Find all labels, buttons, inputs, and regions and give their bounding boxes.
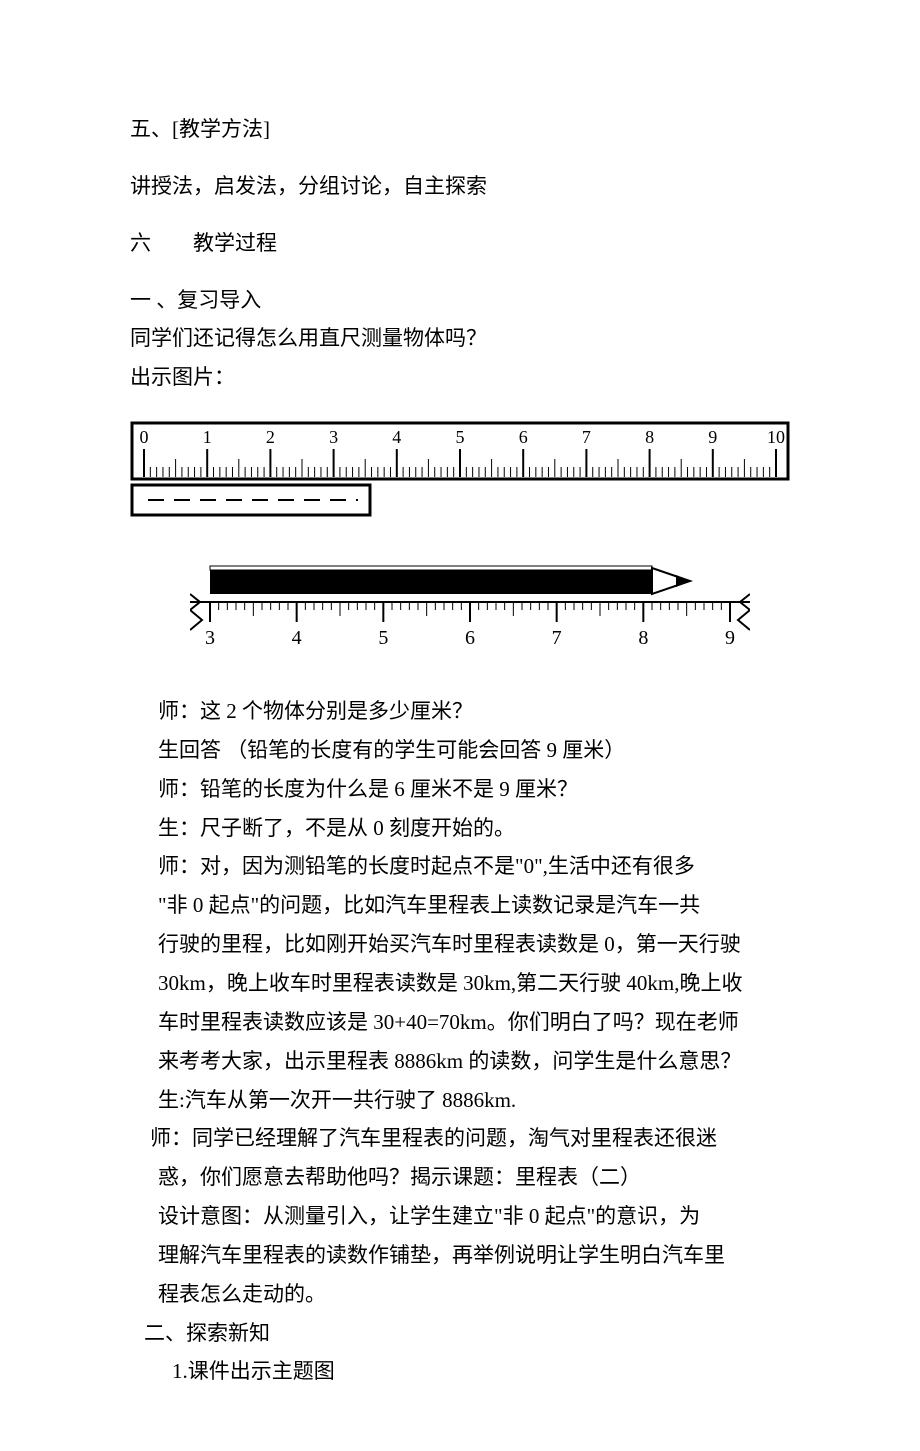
spacer [130, 263, 790, 281]
dialogue-l1: 师：这 2 个物体分别是多少厘米？ [130, 692, 790, 731]
dialogue-l4: 生：尺子断了，不是从 0 刻度开始的。 [130, 809, 790, 848]
svg-text:8: 8 [638, 627, 648, 649]
dialogue-l3: 师：铅笔的长度为什么是 6 厘米不是 9 厘米？ [130, 770, 790, 809]
dialogue-l2: 生回答 （铅笔的长度有的学生可能会回答 9 厘米） [130, 731, 790, 770]
svg-text:8: 8 [645, 427, 654, 447]
svg-text:5: 5 [378, 627, 388, 649]
dialogue-l11: 生:汽车从第一次开一共行驶了 8886km. [130, 1081, 790, 1120]
svg-text:4: 4 [392, 427, 401, 447]
spacer [130, 206, 790, 224]
svg-text:6: 6 [519, 427, 528, 447]
svg-text:3: 3 [329, 427, 338, 447]
dialogue-l5: 师：对，因为测铅笔的长度时起点不是"0",生活中还有很多 [130, 847, 790, 886]
svg-text:0: 0 [140, 427, 149, 447]
svg-text:10: 10 [767, 427, 785, 447]
svg-text:7: 7 [552, 627, 562, 649]
svg-text:9: 9 [725, 627, 735, 649]
svg-text:1: 1 [203, 427, 212, 447]
dialogue-l7: 行驶的里程，比如刚开始买汽车时里程表读数是 0，第一天行驶 [130, 925, 790, 964]
section-b-label: 二、探索新知 [130, 1314, 790, 1353]
ruler-figure-2: 3 4 5 6 7 8 9 [190, 564, 790, 664]
dialogue-l16: 程表怎么走动的。 [130, 1275, 790, 1314]
svg-text:5: 5 [456, 427, 465, 447]
ruler2-svg: 3 4 5 6 7 8 9 [190, 564, 750, 659]
svg-text:9: 9 [708, 427, 717, 447]
section-a-line1: 同学们还记得怎么用直尺测量物体吗？ [130, 319, 790, 358]
dialogue-l10: 来考考大家，出示里程表 8886km 的读数，问学生是什么意思？ [130, 1042, 790, 1081]
dialogue-l6: "非 0 起点"的问题，比如汽车里程表上读数记录是汽车一共 [130, 886, 790, 925]
svg-text:4: 4 [292, 627, 302, 649]
ruler1-svg: 0 1 2 3 4 5 6 7 8 9 10 [130, 421, 790, 541]
spacer [130, 149, 790, 167]
section-a-line2: 出示图片： [130, 358, 790, 397]
dialogue-l13: 惑，你们愿意去帮助他吗？揭示课题：里程表（二） [130, 1158, 790, 1197]
svg-text:7: 7 [582, 427, 591, 447]
heading-six: 六 教学过程 [130, 224, 790, 263]
section-b-item1: 1.课件出示主题图 [130, 1352, 790, 1391]
dialogue-l12: 师：同学已经理解了汽车里程表的问题，淘气对里程表还很迷 [130, 1119, 790, 1158]
methods-line: 讲授法，启发法，分组讨论，自主探索 [130, 167, 790, 206]
svg-text:6: 6 [465, 627, 475, 649]
svg-text:3: 3 [205, 627, 215, 649]
ruler-figure-1: 0 1 2 3 4 5 6 7 8 9 10 [130, 421, 790, 546]
dialogue-l15: 理解汽车里程表的读数作铺垫，再举例说明让学生明白汽车里 [130, 1236, 790, 1275]
heading-five: 五、[教学方法] [130, 110, 790, 149]
dialogue-l9: 车时里程表读数应该是 30+40=70km。你们明白了吗？现在老师 [130, 1003, 790, 1042]
svg-text:2: 2 [266, 427, 275, 447]
dialogue-l8: 30km，晚上收车时里程表读数是 30km,第二天行驶 40km,晚上收 [130, 964, 790, 1003]
section-a-label: 一 、复习导入 [130, 281, 790, 320]
dialogue-l14: 设计意图：从测量引入，让学生建立"非 0 起点"的意识，为 [130, 1197, 790, 1236]
